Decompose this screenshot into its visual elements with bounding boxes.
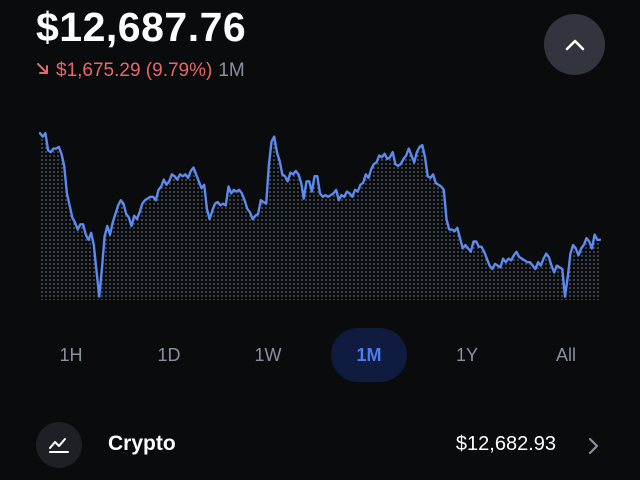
range-tab-1m[interactable]: 1M [331, 328, 407, 382]
chevron-right-icon [588, 437, 599, 455]
asset-row-crypto[interactable]: Crypto $12,682.93 [0, 420, 640, 474]
range-tab-1d[interactable]: 1D [157, 344, 181, 365]
line-chart-icon [36, 422, 82, 468]
range-tab-1y[interactable]: 1Y [455, 344, 479, 365]
collapse-button[interactable] [544, 14, 605, 75]
chevron-up-icon [565, 39, 584, 50]
range-tab-all[interactable]: All [555, 344, 576, 365]
change-amount: $1,675.29 (9.79%) [56, 60, 213, 81]
portfolio-balance: $12,687.76 [36, 4, 247, 50]
change-period: 1M [218, 60, 245, 81]
asset-value: $12,682.93 [455, 433, 556, 455]
price-chart[interactable] [0, 110, 640, 310]
range-tab-1h[interactable]: 1H [59, 344, 83, 365]
chart-area-fill [40, 133, 600, 300]
chart-series-line [38, 132, 602, 298]
time-range-selector: 1H 1D 1W 1M 1Y All [0, 328, 640, 382]
arrow-down-right-icon [36, 61, 50, 81]
range-tab-1w[interactable]: 1W [254, 344, 282, 365]
asset-name: Crypto [108, 432, 176, 455]
balance-change: $1,675.29 (9.79%) 1M [36, 60, 245, 82]
